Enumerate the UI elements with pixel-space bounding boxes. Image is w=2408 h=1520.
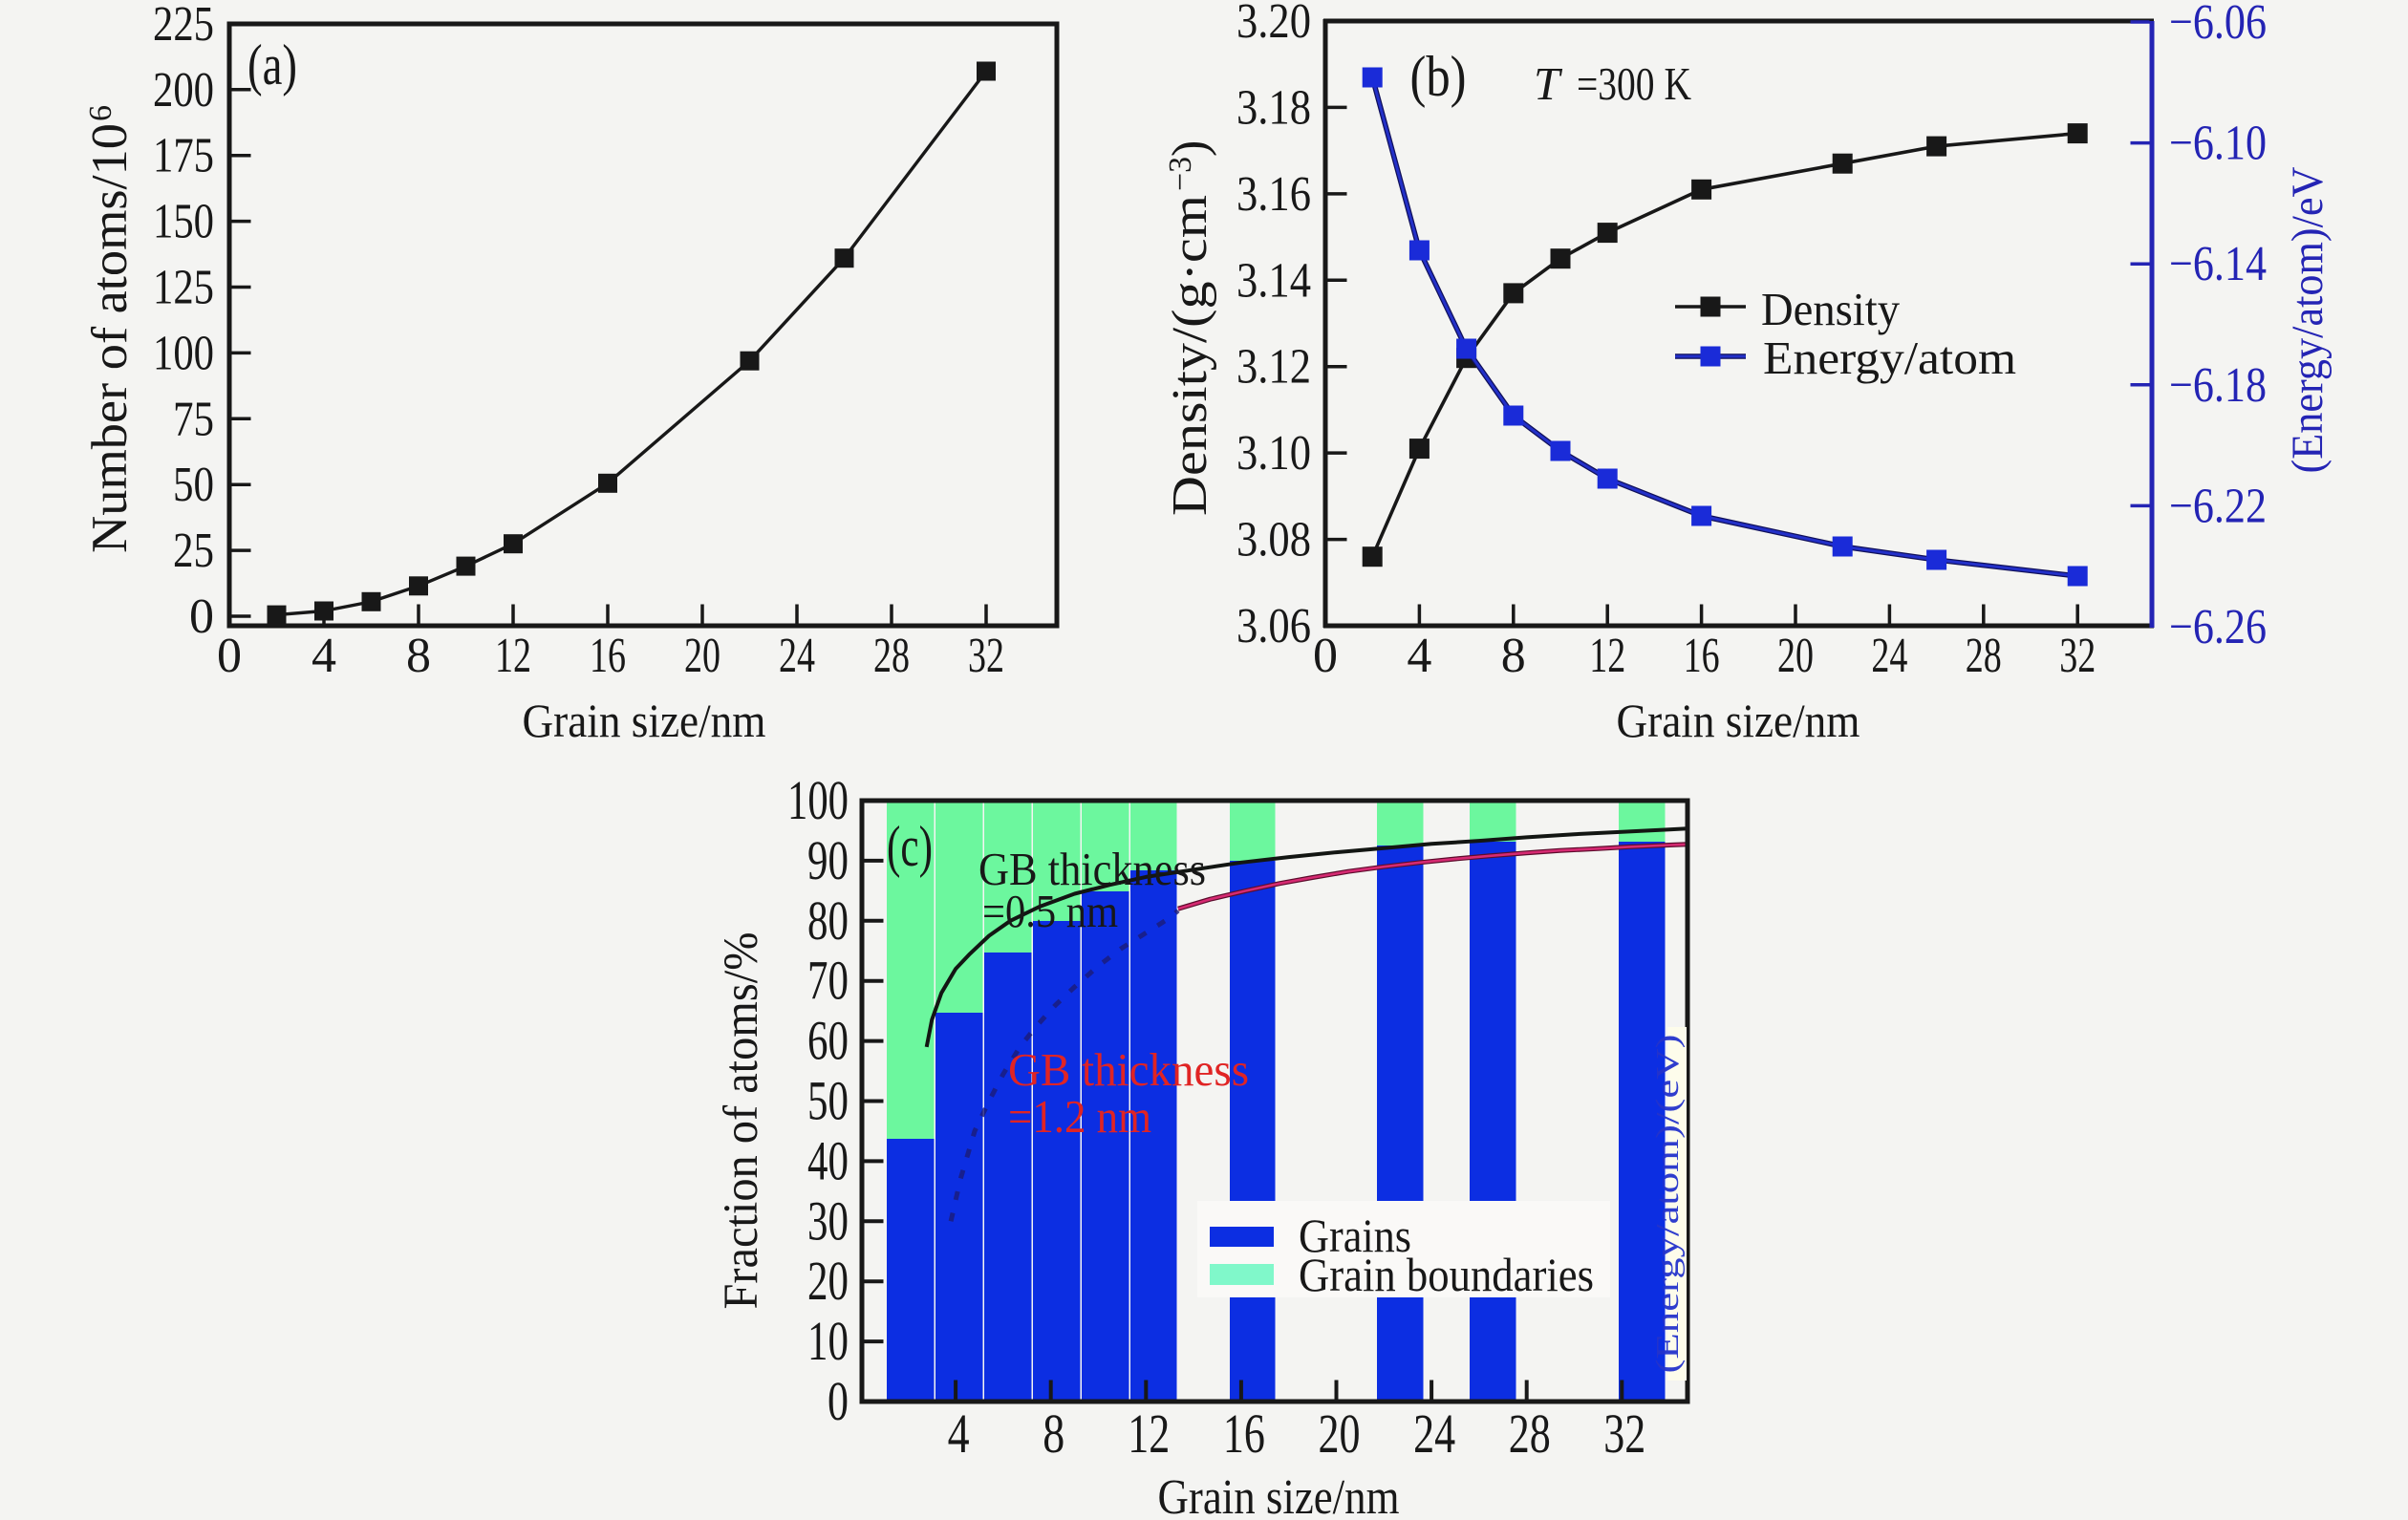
svg-text:(Energy/atom)/eV: (Energy/atom)/eV: [2283, 166, 2333, 473]
svg-text:GB thickness: GB thickness: [1008, 1043, 1249, 1096]
svg-text:20: 20: [1777, 629, 1814, 683]
svg-text:3.14: 3.14: [1236, 253, 1311, 308]
svg-text:50: 50: [807, 1070, 849, 1132]
svg-text:10: 10: [807, 1310, 849, 1372]
svg-text:(b): (b): [1410, 45, 1467, 108]
svg-text:24: 24: [779, 629, 815, 683]
svg-text:3.16: 3.16: [1236, 167, 1311, 222]
svg-text:225: 225: [153, 0, 214, 52]
svg-text:3.06: 3.06: [1236, 599, 1311, 653]
svg-text:175: 175: [153, 129, 214, 183]
svg-text:Grains: Grains: [1299, 1209, 1411, 1262]
svg-text:=0.5 nm: =0.5 nm: [982, 885, 1118, 937]
svg-text:8: 8: [1043, 1402, 1064, 1465]
svg-text:24: 24: [1871, 629, 1907, 683]
svg-text:Grain boundaries: Grain boundaries: [1299, 1248, 1594, 1301]
svg-text:6: 6: [83, 105, 118, 121]
svg-text:Number of atoms/10: Number of atoms/10: [82, 123, 138, 553]
svg-text:0: 0: [217, 629, 242, 683]
svg-text:150: 150: [153, 195, 214, 249]
svg-text:Grain size/nm: Grain size/nm: [1158, 1470, 1400, 1520]
svg-text:40: 40: [807, 1129, 849, 1191]
svg-text:GB thickness: GB thickness: [978, 843, 1206, 895]
svg-text:60: 60: [807, 1010, 849, 1072]
svg-text:32: 32: [1603, 1402, 1645, 1465]
svg-text:4: 4: [1407, 629, 1431, 683]
svg-text:−6.26: −6.26: [2169, 600, 2267, 654]
svg-text:8: 8: [406, 629, 431, 683]
svg-text:200: 200: [153, 63, 214, 118]
svg-text:100: 100: [787, 769, 849, 831]
svg-text:90: 90: [807, 829, 849, 891]
svg-text:20: 20: [684, 629, 720, 683]
svg-text:30: 30: [807, 1189, 849, 1252]
svg-text:80: 80: [807, 889, 849, 952]
svg-text:28: 28: [873, 629, 910, 683]
svg-text:−6.14: −6.14: [2169, 237, 2267, 291]
svg-text:32: 32: [2059, 629, 2096, 683]
svg-text:12: 12: [1589, 629, 1625, 683]
svg-text:3.10: 3.10: [1236, 426, 1311, 481]
svg-text:−6.22: −6.22: [2169, 479, 2267, 533]
svg-text:3.20: 3.20: [1236, 0, 1311, 49]
svg-text:3.12: 3.12: [1236, 340, 1311, 395]
svg-text:12: 12: [1128, 1402, 1170, 1465]
svg-text:0: 0: [189, 589, 214, 644]
svg-text:Density: Density: [1761, 283, 1900, 335]
svg-text:3.18: 3.18: [1236, 80, 1311, 135]
svg-text:=300 K: =300 K: [1577, 57, 1691, 110]
svg-text:125: 125: [153, 261, 214, 315]
svg-text:(a): (a): [247, 33, 297, 96]
svg-text:−3: −3: [1163, 157, 1198, 191]
svg-text:4: 4: [948, 1402, 970, 1465]
svg-text:Energy/atom: Energy/atom: [1763, 332, 2016, 384]
svg-text:0: 0: [1313, 629, 1338, 683]
svg-text:Grain size/nm: Grain size/nm: [523, 694, 766, 747]
svg-text:0: 0: [828, 1370, 849, 1432]
svg-text:100: 100: [153, 326, 214, 380]
svg-text:28: 28: [1509, 1402, 1551, 1465]
svg-text:50: 50: [173, 458, 214, 512]
svg-text:28: 28: [1966, 629, 2002, 683]
svg-text:16: 16: [1223, 1402, 1265, 1465]
svg-text:3.08: 3.08: [1236, 513, 1311, 567]
svg-text:Grain size/nm: Grain size/nm: [1617, 694, 1860, 747]
svg-text:12: 12: [495, 629, 531, 683]
svg-text:−6.06: −6.06: [2169, 0, 2267, 50]
svg-text:8: 8: [1501, 629, 1526, 683]
svg-text:25: 25: [173, 524, 214, 578]
svg-text:20: 20: [1319, 1402, 1361, 1465]
svg-text:20: 20: [807, 1250, 849, 1312]
svg-text:32: 32: [968, 629, 1004, 683]
svg-text:16: 16: [590, 629, 626, 683]
svg-text:−6.18: −6.18: [2169, 358, 2267, 413]
svg-text:16: 16: [1684, 629, 1720, 683]
svg-text:=1.2 nm: =1.2 nm: [1008, 1090, 1151, 1143]
svg-text:): ): [1163, 140, 1217, 157]
svg-text:(Energy/atom)/(eV): (Energy/atom)/(eV): [1650, 1035, 1686, 1374]
svg-text:75: 75: [173, 392, 214, 446]
svg-text:70: 70: [807, 950, 849, 1012]
svg-text:T: T: [1534, 57, 1563, 110]
svg-text:4: 4: [312, 629, 336, 683]
svg-text:Fraction of atoms/%: Fraction of atoms/%: [715, 932, 768, 1310]
svg-text:(c): (c): [887, 815, 933, 878]
svg-text:24: 24: [1413, 1402, 1455, 1465]
svg-text:−6.10: −6.10: [2169, 117, 2267, 171]
svg-text:Density/(g·cm: Density/(g·cm: [1163, 195, 1217, 516]
